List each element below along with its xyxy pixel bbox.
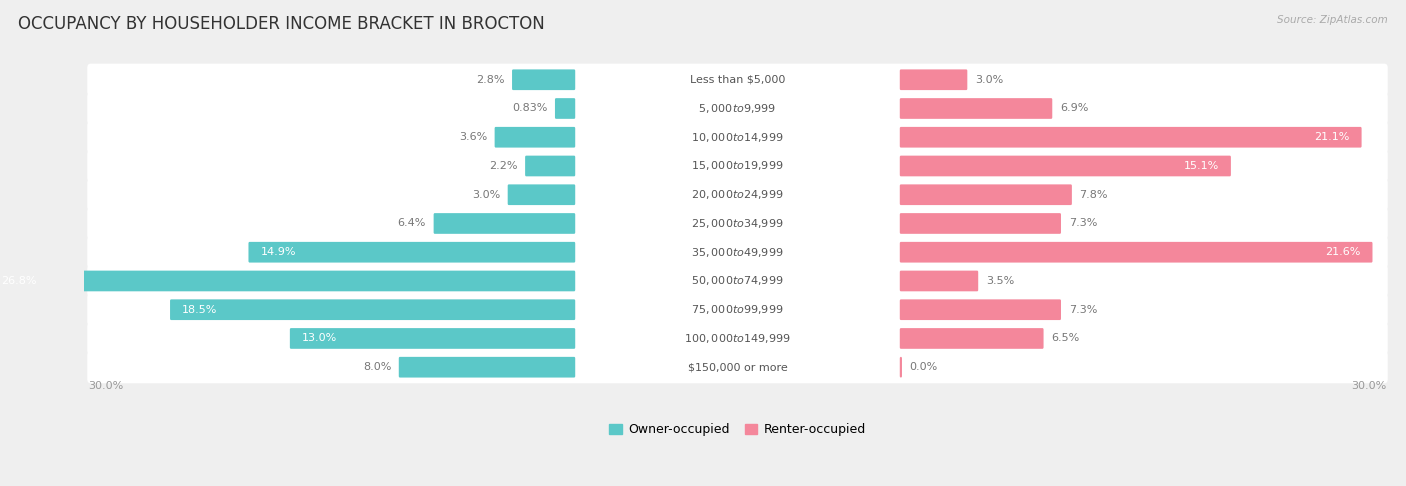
Text: 6.5%: 6.5%	[1052, 333, 1080, 344]
FancyBboxPatch shape	[900, 69, 967, 90]
FancyBboxPatch shape	[900, 271, 979, 291]
Text: $5,000 to $9,999: $5,000 to $9,999	[699, 102, 776, 115]
FancyBboxPatch shape	[524, 156, 575, 176]
FancyBboxPatch shape	[900, 299, 1062, 320]
FancyBboxPatch shape	[900, 242, 1372, 262]
Text: $50,000 to $74,999: $50,000 to $74,999	[692, 275, 783, 287]
Text: $10,000 to $14,999: $10,000 to $14,999	[692, 131, 783, 144]
Text: 13.0%: 13.0%	[302, 333, 337, 344]
FancyBboxPatch shape	[512, 69, 575, 90]
Text: 30.0%: 30.0%	[1351, 381, 1386, 391]
FancyBboxPatch shape	[900, 328, 1043, 349]
FancyBboxPatch shape	[900, 357, 903, 378]
Text: 15.1%: 15.1%	[1184, 161, 1219, 171]
Text: 21.1%: 21.1%	[1315, 132, 1350, 142]
Text: 30.0%: 30.0%	[89, 381, 124, 391]
Text: $150,000 or more: $150,000 or more	[688, 362, 787, 372]
FancyBboxPatch shape	[87, 265, 1388, 297]
Text: Source: ZipAtlas.com: Source: ZipAtlas.com	[1277, 15, 1388, 25]
Text: $35,000 to $49,999: $35,000 to $49,999	[692, 246, 783, 259]
FancyBboxPatch shape	[170, 299, 575, 320]
FancyBboxPatch shape	[508, 184, 575, 205]
FancyBboxPatch shape	[900, 98, 1052, 119]
Text: 3.5%: 3.5%	[986, 276, 1014, 286]
Text: Less than $5,000: Less than $5,000	[690, 75, 785, 85]
Text: 7.3%: 7.3%	[1069, 305, 1097, 315]
FancyBboxPatch shape	[249, 242, 575, 262]
FancyBboxPatch shape	[87, 150, 1388, 182]
FancyBboxPatch shape	[433, 213, 575, 234]
FancyBboxPatch shape	[87, 64, 1388, 96]
FancyBboxPatch shape	[87, 208, 1388, 240]
FancyBboxPatch shape	[0, 271, 575, 291]
Text: $100,000 to $149,999: $100,000 to $149,999	[685, 332, 790, 345]
FancyBboxPatch shape	[399, 357, 575, 378]
Text: 2.2%: 2.2%	[489, 161, 517, 171]
FancyBboxPatch shape	[87, 322, 1388, 355]
Text: 18.5%: 18.5%	[181, 305, 218, 315]
FancyBboxPatch shape	[87, 92, 1388, 124]
Text: $20,000 to $24,999: $20,000 to $24,999	[692, 188, 783, 201]
FancyBboxPatch shape	[900, 213, 1062, 234]
FancyBboxPatch shape	[87, 294, 1388, 326]
FancyBboxPatch shape	[87, 351, 1388, 383]
FancyBboxPatch shape	[87, 179, 1388, 211]
FancyBboxPatch shape	[900, 127, 1361, 148]
Text: $75,000 to $99,999: $75,000 to $99,999	[692, 303, 783, 316]
Text: 7.3%: 7.3%	[1069, 219, 1097, 228]
Text: 6.9%: 6.9%	[1060, 104, 1088, 114]
Text: $25,000 to $34,999: $25,000 to $34,999	[692, 217, 783, 230]
Text: 8.0%: 8.0%	[363, 362, 391, 372]
Text: $15,000 to $19,999: $15,000 to $19,999	[692, 159, 783, 173]
FancyBboxPatch shape	[290, 328, 575, 349]
Text: 3.0%: 3.0%	[974, 75, 1004, 85]
FancyBboxPatch shape	[900, 156, 1230, 176]
Text: 6.4%: 6.4%	[398, 219, 426, 228]
Text: 2.8%: 2.8%	[475, 75, 505, 85]
Text: 3.0%: 3.0%	[472, 190, 501, 200]
FancyBboxPatch shape	[87, 236, 1388, 268]
Text: 26.8%: 26.8%	[1, 276, 37, 286]
Legend: Owner-occupied, Renter-occupied: Owner-occupied, Renter-occupied	[605, 418, 870, 441]
Text: 21.6%: 21.6%	[1324, 247, 1361, 257]
Text: 7.8%: 7.8%	[1080, 190, 1108, 200]
Text: 0.0%: 0.0%	[910, 362, 938, 372]
FancyBboxPatch shape	[87, 121, 1388, 154]
Text: 0.83%: 0.83%	[512, 104, 547, 114]
FancyBboxPatch shape	[900, 184, 1071, 205]
Text: OCCUPANCY BY HOUSEHOLDER INCOME BRACKET IN BROCTON: OCCUPANCY BY HOUSEHOLDER INCOME BRACKET …	[18, 15, 546, 33]
FancyBboxPatch shape	[555, 98, 575, 119]
Text: 14.9%: 14.9%	[260, 247, 295, 257]
Text: 3.6%: 3.6%	[458, 132, 486, 142]
FancyBboxPatch shape	[495, 127, 575, 148]
